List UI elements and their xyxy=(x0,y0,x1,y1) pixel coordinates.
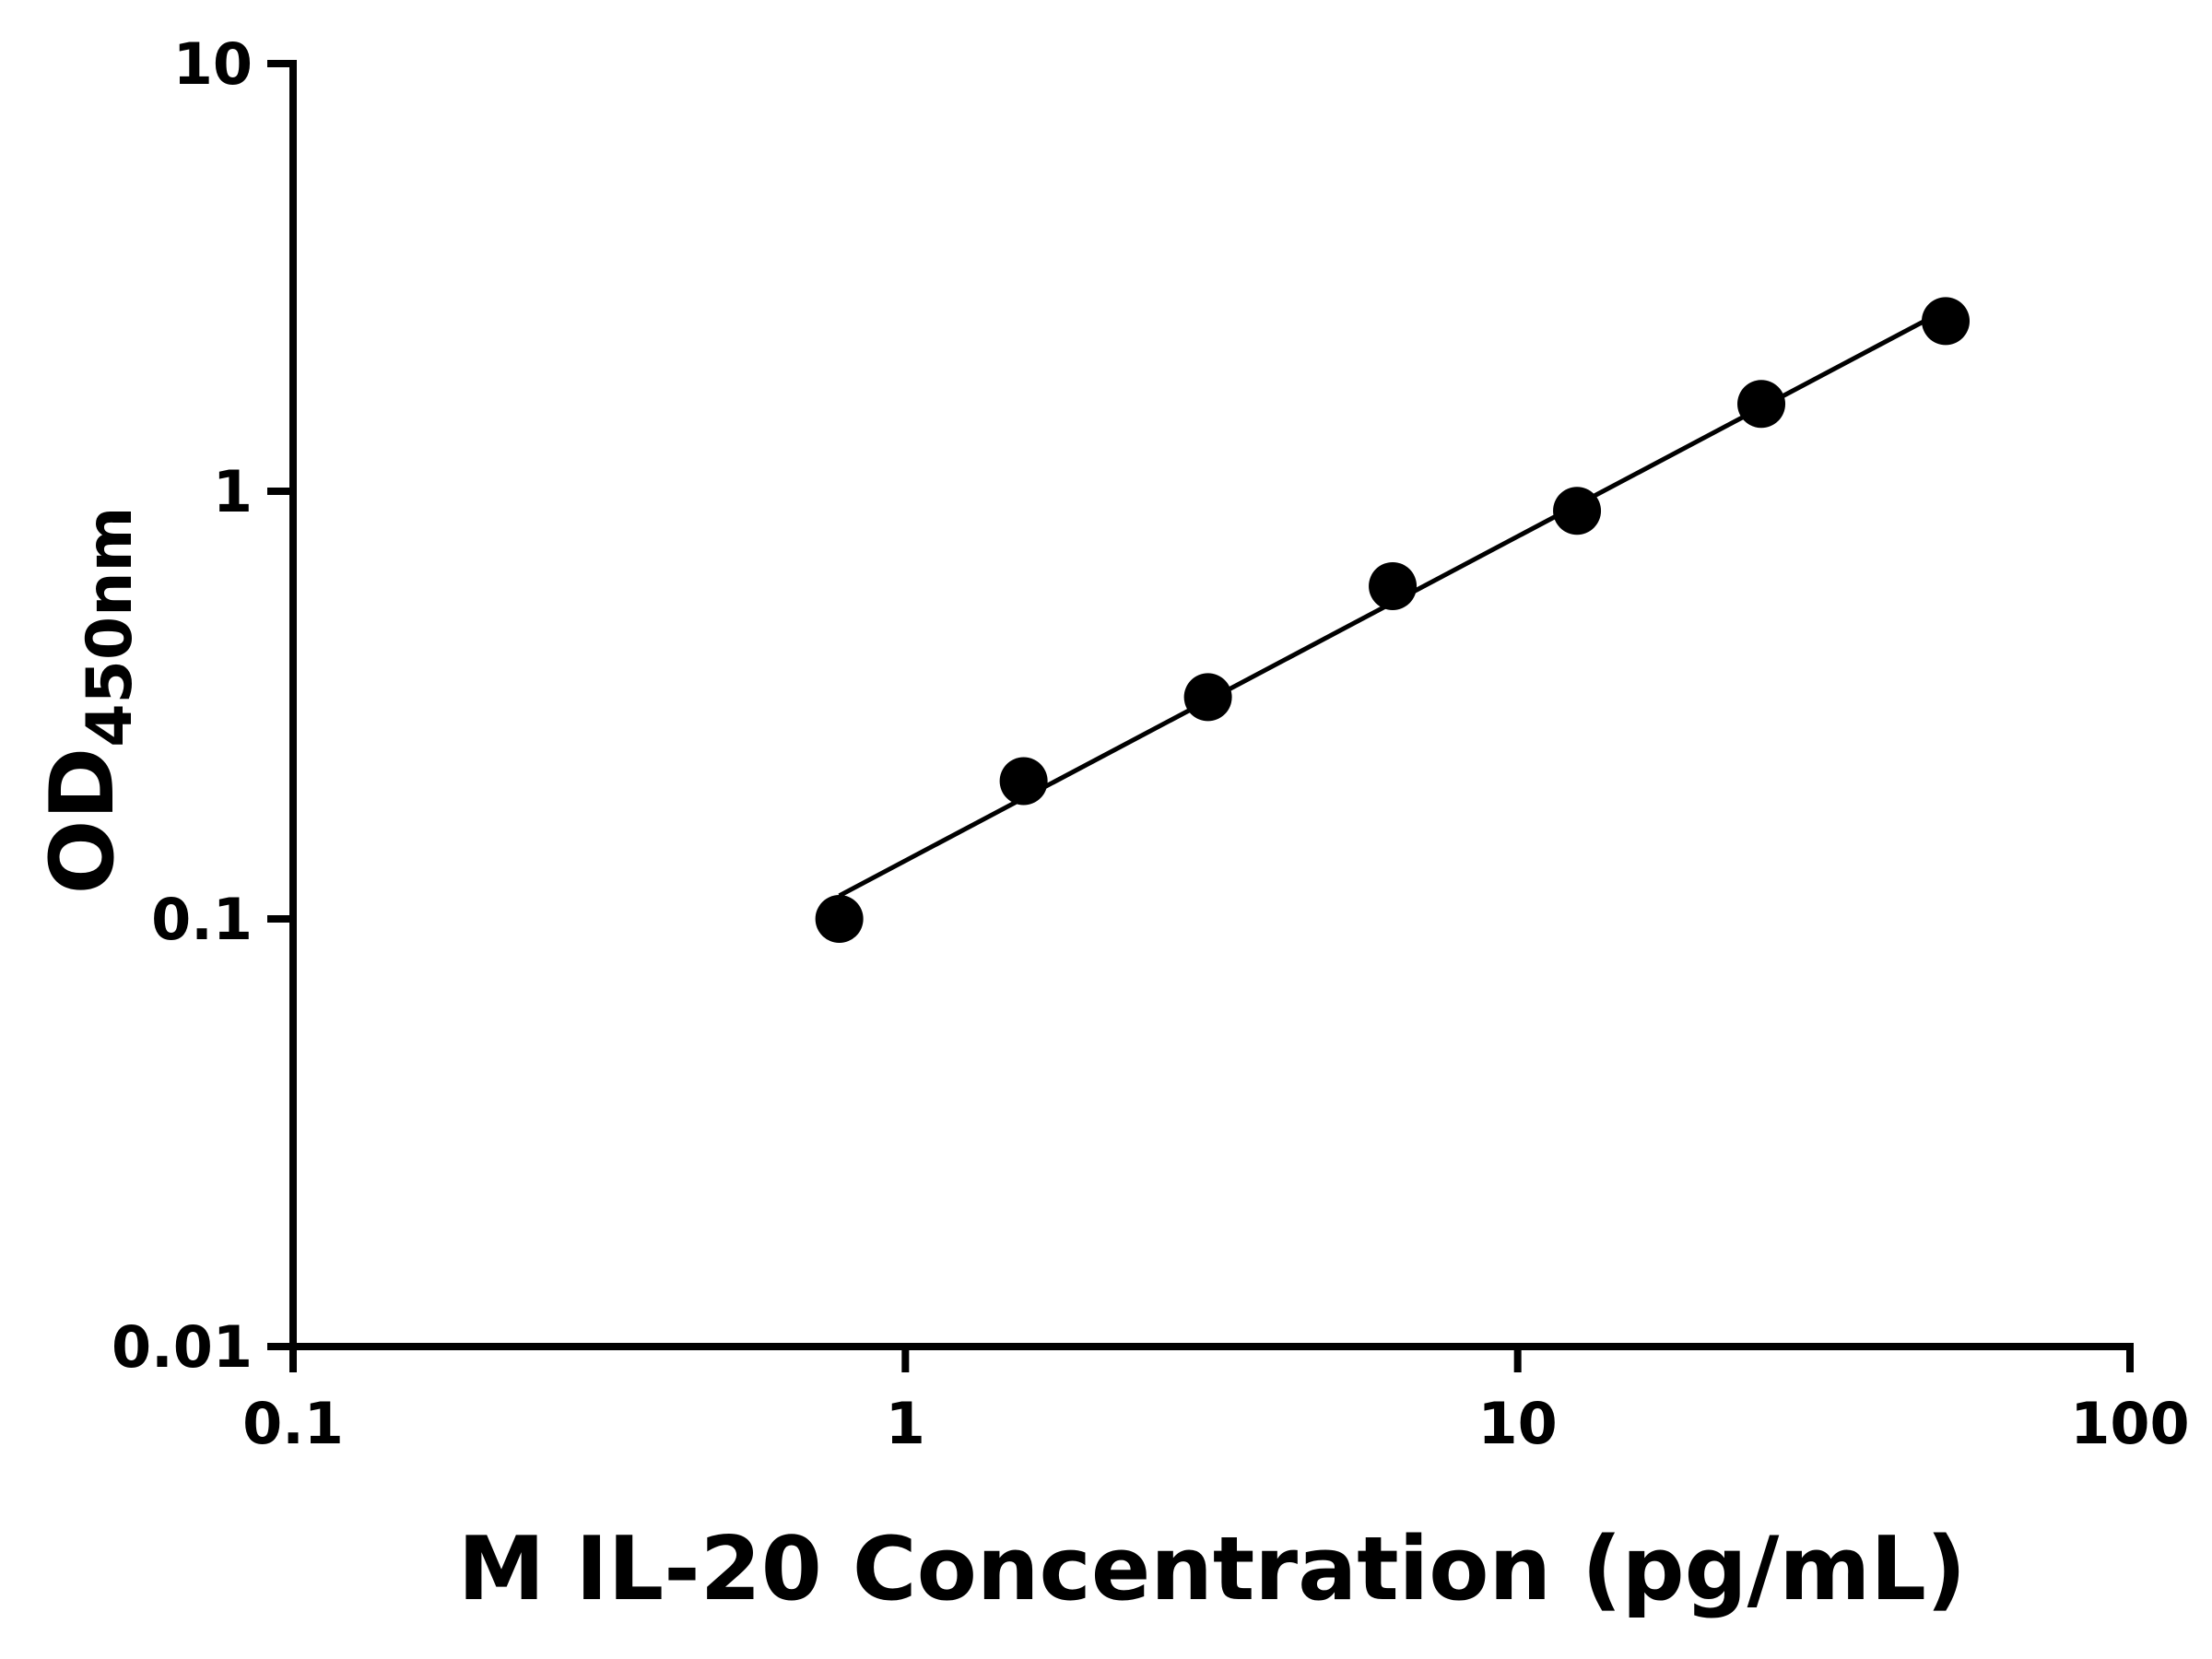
x-tick-label: 1 xyxy=(886,1390,925,1457)
x-axis-title: M IL-20 Concentration (pg/mL) xyxy=(458,1519,1967,1620)
x-axis-ticks: 0.1 1 10 100 xyxy=(242,1347,2190,1457)
y-tick-label: 0.1 xyxy=(151,886,253,953)
y-axis-ticks: 0.01 0.1 1 10 xyxy=(112,30,293,1381)
y-axis-title: OD450nm xyxy=(32,507,147,895)
data-points xyxy=(815,297,1971,943)
x-tick-label: 100 xyxy=(2070,1390,2189,1457)
data-point xyxy=(999,757,1048,806)
y-axis-title-sub: 450nm xyxy=(74,507,147,747)
y-tick-label: 1 xyxy=(213,458,253,525)
y-tick-label: 10 xyxy=(173,30,253,98)
data-point xyxy=(1737,380,1786,429)
data-point xyxy=(1922,297,1971,346)
x-tick-label: 10 xyxy=(1478,1390,1558,1457)
y-tick-label: 0.01 xyxy=(112,1313,253,1381)
axes xyxy=(289,60,2134,1350)
data-point xyxy=(1553,487,1602,535)
x-tick-label: 0.1 xyxy=(242,1390,344,1457)
data-point xyxy=(815,895,864,943)
y-axis-title-main: OD xyxy=(32,747,134,895)
data-point xyxy=(1369,561,1418,610)
data-point xyxy=(1183,673,1232,722)
